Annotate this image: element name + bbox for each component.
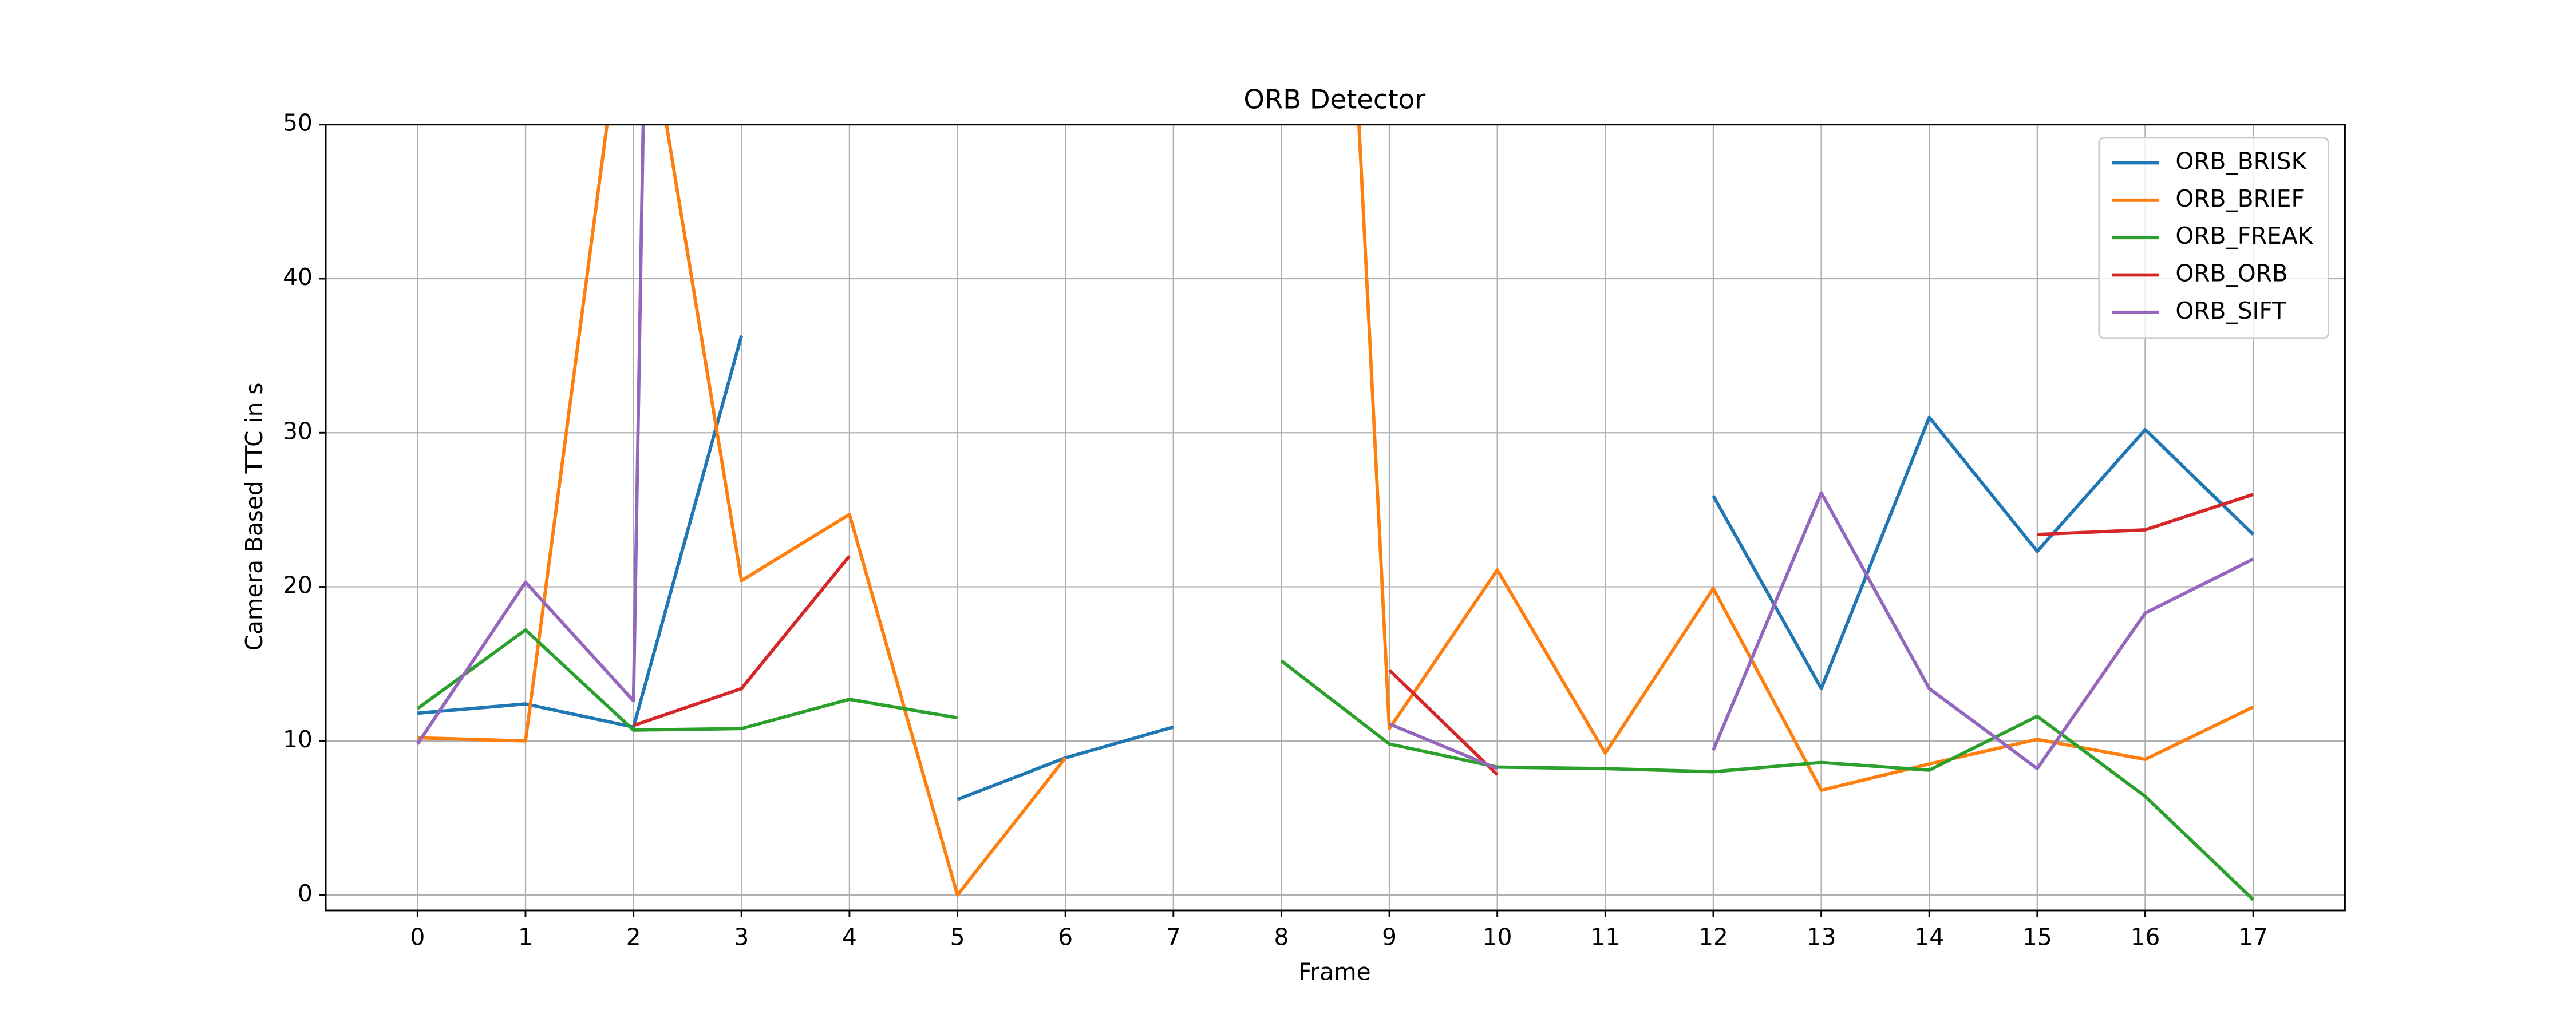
legend-label: ORB_BRIEF	[2175, 185, 2305, 212]
x-tick-label: 16	[2131, 923, 2160, 950]
legend-box	[2098, 137, 2329, 339]
x-tick-label: 13	[1807, 923, 1836, 950]
x-tick-label: 14	[1914, 923, 1944, 950]
y-tick-label: 10	[283, 726, 313, 753]
x-tick-label: 0	[410, 923, 425, 950]
x-tick-label: 2	[626, 923, 641, 950]
legend: ORB_BRISK ORB_BRIEF ORB_FREAK ORB_ORB ORB_SI…	[2098, 137, 2329, 339]
legend-label: ORB_ORB	[2175, 259, 2287, 287]
x-tick-label: 7	[1166, 923, 1181, 950]
plot-area	[416, 124, 2255, 901]
series-line	[417, 335, 2255, 801]
x-tick-label: 3	[734, 923, 749, 950]
x-tick-label: 15	[2022, 923, 2052, 950]
axes-frame	[325, 124, 2346, 912]
legend-label: ORB_SIFT	[2175, 297, 2286, 324]
x-tick-label: 4	[842, 923, 857, 950]
series-line	[416, 124, 2254, 771]
y-tick-label: 20	[283, 572, 313, 599]
legend-label: ORB_BRISK	[2175, 148, 2307, 175]
y-tick-label: 0	[298, 880, 313, 907]
x-tick-label: 5	[950, 923, 965, 950]
x-axis-label: Frame	[1298, 958, 1371, 985]
series-line	[417, 124, 2254, 897]
series-line	[416, 628, 2255, 901]
x-tick-label: 8	[1274, 923, 1289, 950]
x-tick-label: 1	[518, 923, 533, 950]
y-tick-label: 30	[283, 417, 313, 445]
x-tick-label: 6	[1058, 923, 1073, 950]
x-tick-label: 12	[1698, 923, 1728, 950]
x-tick-label: 11	[1590, 923, 1620, 950]
x-tick-label: 17	[2238, 923, 2268, 950]
x-tick-label: 10	[1483, 923, 1512, 950]
y-tick-label: 40	[283, 263, 313, 291]
chart-title: ORB Detector	[1243, 84, 1426, 115]
x-tick-label: 9	[1382, 923, 1397, 950]
legend-label: ORB_FREAK	[2175, 222, 2313, 249]
y-tick-label: 50	[283, 109, 313, 137]
y-axis-label: Camera Based TTC in s	[240, 382, 268, 651]
series-line	[633, 493, 2254, 777]
